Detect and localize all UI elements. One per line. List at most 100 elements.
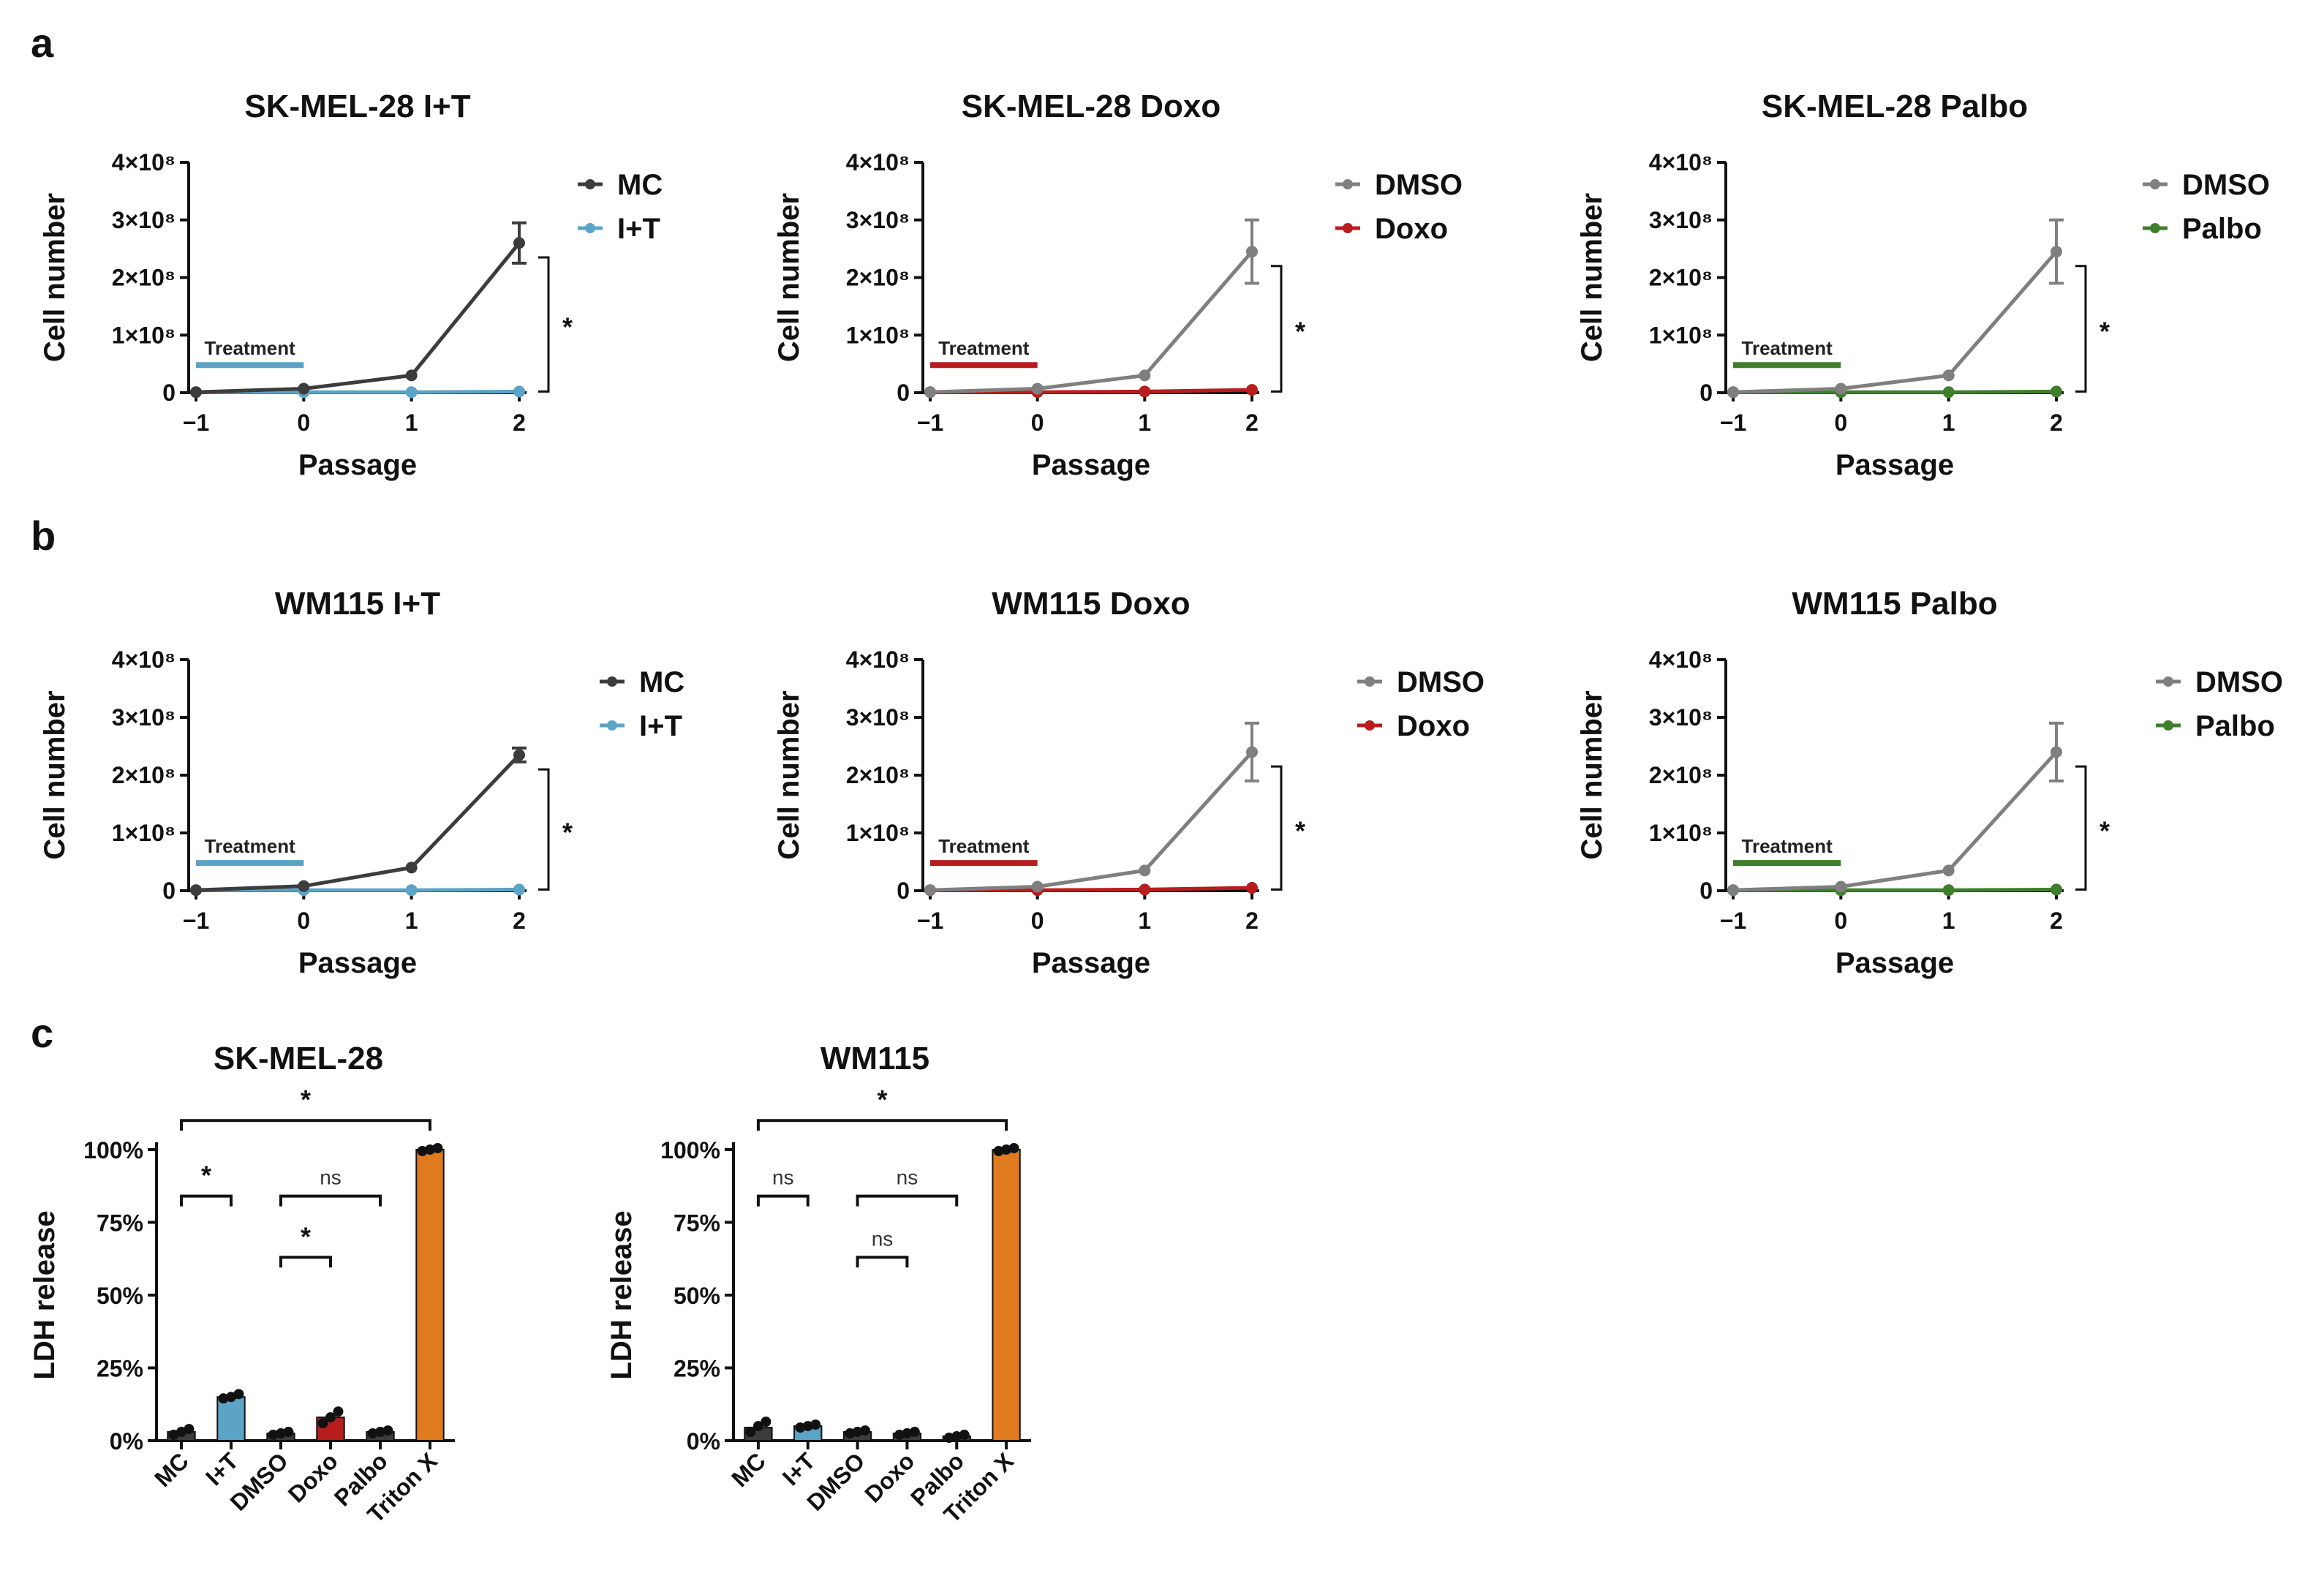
data-point — [1008, 1143, 1019, 1154]
significance-label: * — [2099, 317, 2110, 347]
data-point — [2051, 385, 2062, 398]
chart-title: SK-MEL-28 I+T — [244, 88, 470, 124]
data-point — [860, 1425, 871, 1436]
significance-label: * — [1295, 815, 1305, 845]
y-tick-label: 2×10⁸ — [846, 762, 910, 788]
x-tick-label: −1 — [1720, 908, 1746, 934]
x-tick-label: 1 — [1942, 908, 1955, 934]
x-axis-label: Passage — [1032, 947, 1150, 979]
data-point — [924, 884, 936, 897]
y-tick-label: 2×10⁸ — [1649, 265, 1713, 291]
data-point — [1246, 746, 1258, 758]
line-chart-3: WM115 I+T 0 1×10⁸ 2×10⁸ 3×10⁸ 4×10⁸ −1 0 1 2 Passa… — [39, 586, 684, 979]
legend-label: DMSO — [1375, 169, 1463, 201]
significance-label: * — [562, 312, 573, 342]
y-tick-label: 3×10⁸ — [1649, 704, 1713, 731]
y-tick-label: 3×10⁸ — [846, 207, 910, 233]
legend-swatch-marker — [607, 720, 617, 731]
comparison-bracket — [856, 1194, 959, 1207]
y-tick-label: 100% — [660, 1137, 720, 1163]
data-point — [943, 1433, 954, 1444]
data-point — [425, 1144, 435, 1155]
x-tick-label: −1 — [917, 908, 943, 934]
x-tick-label: 2 — [1245, 908, 1259, 934]
series-line-0 — [929, 750, 1253, 892]
y-axis-label: Cell number — [39, 193, 71, 362]
x-tick-label: 2 — [2050, 410, 2063, 436]
x-tick-label: 0 — [1834, 908, 1847, 934]
data-point — [317, 1418, 328, 1429]
x-axis-label: Passage — [1032, 449, 1150, 481]
data-point — [190, 884, 202, 897]
data-point — [283, 1427, 294, 1438]
data-point — [382, 1425, 393, 1436]
data-point — [795, 1422, 806, 1433]
data-point — [405, 861, 418, 874]
x-tick-label: 1 — [1138, 410, 1151, 436]
y-tick-label: 4×10⁸ — [846, 646, 910, 673]
data-point — [513, 385, 525, 398]
x-tick-label: −1 — [1720, 410, 1746, 436]
data-point — [1727, 884, 1739, 897]
x-tick-label: DMSO — [225, 1447, 293, 1515]
series-line-0 — [195, 241, 521, 394]
significance-bracket — [1271, 765, 1283, 891]
y-axis-label: Cell number — [1576, 193, 1608, 362]
data-point — [2051, 746, 2062, 758]
x-tick-label: 2 — [513, 410, 526, 436]
legend-swatch-marker — [1343, 223, 1353, 233]
data-point — [333, 1406, 344, 1417]
data-point — [1727, 386, 1739, 399]
y-tick-label: 2×10⁸ — [112, 762, 176, 788]
data-point — [761, 1417, 771, 1427]
y-tick-label: 4×10⁸ — [1649, 149, 1713, 176]
comparison-bracket — [856, 1256, 909, 1268]
chart-title: SK-MEL-28 — [214, 1041, 383, 1076]
bar — [992, 1149, 1021, 1441]
legend-label: Palbo — [2195, 710, 2275, 742]
legend-label: DMSO — [2182, 169, 2270, 201]
data-point — [810, 1419, 821, 1430]
comparison-bracket — [279, 1256, 332, 1268]
series-line-0 — [195, 753, 521, 892]
comparison-label: ns — [772, 1166, 794, 1189]
line-chart-1: SK-MEL-28 Doxo 0 1×10⁸ 2×10⁸ 3×10⁸ 4×10⁸ −1 0 1 2… — [773, 88, 1463, 481]
x-tick-label: 1 — [1138, 908, 1151, 934]
treatment-label: Treatment — [205, 337, 296, 359]
treatment-label: Treatment — [1742, 835, 1833, 857]
data-point — [432, 1143, 443, 1154]
data-point — [951, 1431, 962, 1442]
data-point — [513, 749, 525, 761]
legend-swatch-marker — [1365, 720, 1375, 731]
comparison-label: * — [301, 1221, 311, 1251]
data-point — [1139, 369, 1151, 382]
y-tick-label: 75% — [674, 1210, 720, 1237]
data-point — [1835, 880, 1847, 893]
data-point — [752, 1421, 763, 1432]
data-point — [417, 1145, 428, 1156]
data-point — [2051, 883, 2062, 896]
data-point — [1139, 883, 1151, 896]
data-point — [513, 883, 525, 896]
line-chart-5: WM115 Palbo 0 1×10⁸ 2×10⁸ 3×10⁸ 4×10⁸ −1 0 1 2 Pas… — [1576, 586, 2283, 979]
y-tick-label: 0% — [110, 1428, 143, 1455]
y-tick-label: 0 — [897, 380, 910, 406]
data-point — [375, 1427, 385, 1438]
legend-label: I+T — [639, 710, 682, 742]
y-axis-label: Cell number — [1576, 690, 1608, 859]
legend-label: MC — [639, 666, 684, 698]
data-point — [909, 1427, 920, 1438]
comparison-label: * — [201, 1161, 211, 1191]
data-point — [1942, 864, 1955, 877]
y-tick-label: 3×10⁸ — [112, 207, 176, 233]
legend-swatch-marker — [607, 676, 617, 687]
data-point — [1139, 864, 1151, 877]
x-tick-label: 0 — [297, 410, 310, 436]
panel-label-b: b — [31, 513, 56, 559]
data-point — [1246, 882, 1258, 894]
legend-label: Doxo — [1397, 710, 1470, 742]
y-tick-label: 1×10⁸ — [846, 820, 910, 846]
data-point — [894, 1430, 905, 1441]
